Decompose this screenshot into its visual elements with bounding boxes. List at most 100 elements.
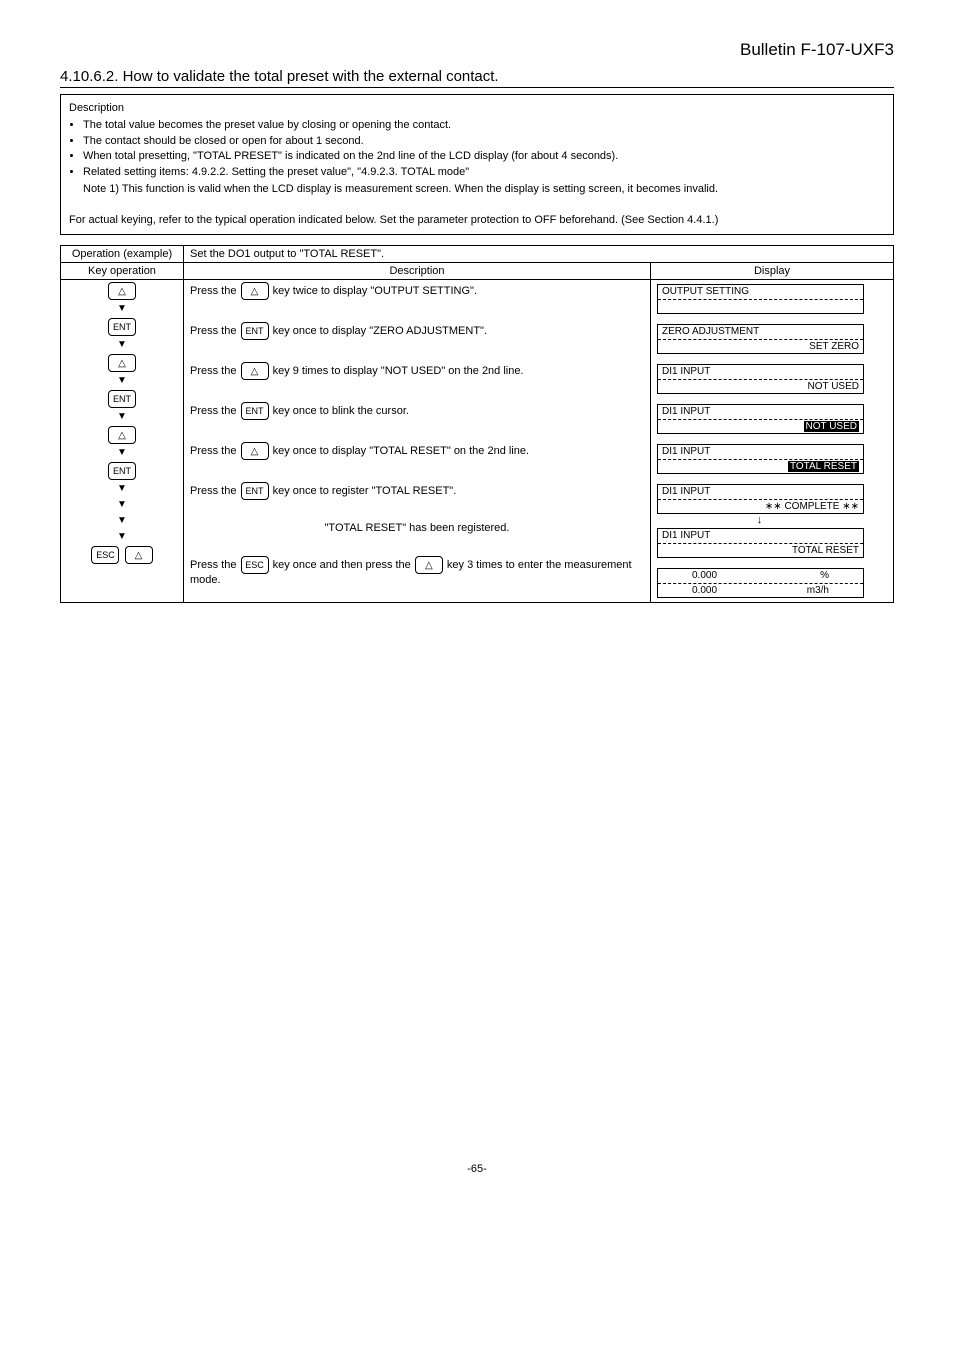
lcd-display: 0.000 % 0.000 m3/h [657,568,864,598]
text: Press the [190,405,240,417]
desc-header: Description [184,263,651,280]
down-arrow-icon: ↓ [657,514,862,526]
text: key twice to display "OUTPUT SETTING". [270,285,478,297]
step-note: "TOTAL RESET" has been registered. [190,522,644,534]
text: Press the [190,325,240,337]
lcd-unit: m3/h [807,585,829,596]
keyop-header: Key operation [61,263,184,280]
section-title: 4.10.6.2. How to validate the total pres… [60,68,894,88]
lcd-line1: DI1 INPUT [662,486,859,497]
list-item: When total presetting, "TOTAL PRESET" is… [83,149,885,164]
lcd-line1: ZERO ADJUSTMENT [662,326,859,337]
down-arrow-icon: ▼ [117,516,127,526]
lcd-display: DI1 INPUT NOT USED [657,364,864,394]
lcd-value: 0.000 [692,585,717,596]
lcd-value: 0.000 [692,570,717,581]
list-item: The total value becomes the preset value… [83,118,885,133]
lcd-line1: DI1 INPUT [662,366,859,377]
lcd-divider [658,459,863,460]
table-row: Key operation Description Display [61,263,894,280]
down-arrow-icon: ▼ [117,340,127,350]
ent-key-icon: ENT [241,482,269,500]
up-key-icon [125,546,153,564]
lcd-unit: % [820,570,829,581]
text: key 9 times to display "NOT USED" on the… [270,365,524,377]
lcd-line1: OUTPUT SETTING [662,286,859,297]
esc-key-icon: ESC [241,556,269,574]
lcd-line2: NOT USED [662,421,859,432]
lcd-divider [658,419,863,420]
lcd-display: DI1 INPUT TOTAL RESET [657,528,864,558]
text: key once to display "TOTAL RESET" on the… [270,445,530,457]
up-key-icon [108,354,136,372]
down-arrow-icon: ▼ [117,500,127,510]
down-arrow-icon: ▼ [117,532,127,542]
op-example: Set the DO1 output to "TOTAL RESET". [184,246,894,263]
ent-key-icon: ENT [241,402,269,420]
lcd-inverted-text: TOTAL RESET [788,461,859,472]
lcd-display: DI1 INPUT NOT USED [657,404,864,434]
up-key-icon [241,362,269,380]
step-desc: Press the ENT key once to blink the curs… [190,402,644,420]
lcd-line2: 0.000 m3/h [662,585,859,596]
lcd-line2: TOTAL RESET [662,545,859,556]
section-heading: How to validate the total preset with th… [123,68,499,85]
down-arrow-icon: ▼ [117,412,127,422]
operation-table: Operation (example) Set the DO1 output t… [60,245,894,603]
text: key once to blink the cursor. [270,405,409,417]
description-heading: Description [69,101,885,116]
step-desc: Press the key once to display "TOTAL RES… [190,442,644,460]
lcd-display: DI1 INPUT ∗∗ COMPLETE ∗∗ [657,484,864,514]
list-item: Related setting items: 4.9.2.2. Setting … [83,165,885,180]
ent-key-icon: ENT [108,462,136,480]
key-pair: ESC [90,546,153,564]
lcd-divider [658,543,863,544]
table-row: ▼ ENT ▼ ▼ ENT ▼ ▼ ENT ▼ ▼ ▼ ▼ ESC [61,280,894,603]
step-desc: Press the ENT key once to display "ZERO … [190,322,644,340]
ent-key-icon: ENT [108,318,136,336]
lcd-line2: TOTAL RESET [662,461,859,472]
description-box: Description The total value becomes the … [60,94,894,235]
lcd-display: ZERO ADJUSTMENT SET ZERO [657,324,864,354]
lcd-divider [658,499,863,500]
step-desc: Press the key 9 times to display "NOT US… [190,362,644,380]
lcd-line1: DI1 INPUT [662,530,859,541]
up-key-icon [415,556,443,574]
text: Press the [190,445,240,457]
step-desc: Press the ESC key once and then press th… [190,556,644,586]
page-number: -65- [60,1163,894,1175]
text: Press the [190,365,240,377]
lcd-display: OUTPUT SETTING [657,284,864,314]
lcd-display: DI1 INPUT TOTAL RESET [657,444,864,474]
lcd-divider [658,339,863,340]
text: Press the [190,485,240,497]
lcd-divider [658,583,863,584]
op-header: Operation (example) [61,246,184,263]
key-sequence: ▼ ENT ▼ ▼ ENT ▼ ▼ ENT ▼ ▼ ▼ ▼ ESC [67,282,177,564]
up-key-icon [108,426,136,444]
down-arrow-icon: ▼ [117,448,127,458]
text: key once to register "TOTAL RESET". [270,485,457,497]
list-item: The contact should be closed or open for… [83,134,885,149]
esc-key-icon: ESC [91,546,119,564]
text: Press the [190,559,240,571]
description-note: Note 1) This function is valid when the … [69,182,885,197]
description-list: The total value becomes the preset value… [69,118,885,180]
step-desc: Press the ENT key once to register "TOTA… [190,482,644,500]
text: key once and then press the [270,559,414,571]
description-footnote: For actual keying, refer to the typical … [69,213,885,228]
up-key-icon [241,442,269,460]
up-key-icon [241,282,269,300]
lcd-line2: SET ZERO [662,341,859,352]
text: Press the [190,285,240,297]
up-key-icon [108,282,136,300]
table-row: Operation (example) Set the DO1 output t… [61,246,894,263]
lcd-inverted-text: NOT USED [804,421,860,432]
section-number: 4.10.6.2. [60,68,118,85]
lcd-divider [658,379,863,380]
text: key once to display "ZERO ADJUSTMENT". [270,325,487,337]
bulletin-header: Bulletin F-107-UXF3 [60,40,894,60]
lcd-line1: DI1 INPUT [662,446,859,457]
ent-key-icon: ENT [108,390,136,408]
lcd-line1: DI1 INPUT [662,406,859,417]
